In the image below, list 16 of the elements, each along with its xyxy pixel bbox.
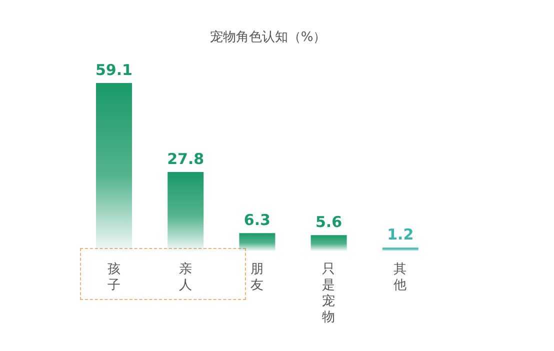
data-label: 59.1 [95,61,133,79]
bar [310,235,347,251]
data-label: 27.8 [167,150,204,168]
x-tick-label: 其他 [394,262,407,293]
data-label: 1.2 [387,226,414,244]
bar [382,248,418,251]
chart-title: 宠物角色认知（%） [208,29,328,46]
x-tick-label: 亲人 [178,262,192,293]
bar [168,172,204,251]
x-tick-label: 朋友 [250,262,264,293]
data-label: 5.6 [316,213,342,232]
x-tick-label: 只是宠物 [322,262,336,325]
bar [96,83,132,251]
bar [239,233,276,251]
x-tick-label: 孩子 [107,262,120,293]
data-label: 6.3 [244,211,270,230]
